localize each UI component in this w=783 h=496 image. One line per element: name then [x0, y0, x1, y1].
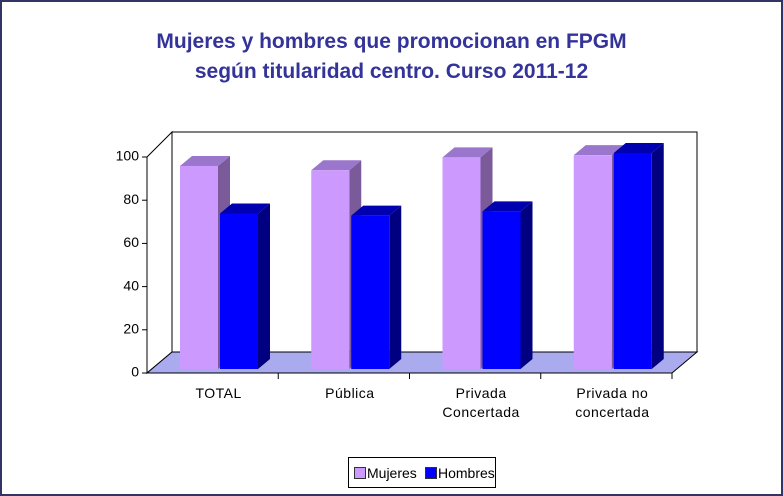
- bar: [613, 153, 652, 369]
- y-tick-label: 100: [116, 148, 140, 164]
- chart-title: Mujeres y hombres que promocionan en FPG…: [156, 30, 627, 53]
- x-tick-label: TOTAL: [195, 385, 242, 401]
- bar: [482, 211, 521, 369]
- bar-top: [613, 143, 664, 153]
- bar-side: [258, 203, 270, 369]
- bar-top: [482, 201, 533, 212]
- bar-top: [442, 147, 493, 158]
- x-tick-label: Pública: [325, 385, 375, 401]
- x-tick-label: Privada Concertada: [442, 385, 520, 420]
- bar-side: [389, 205, 402, 369]
- legend-label: Hombres: [438, 465, 495, 481]
- y-tick-label: 60: [123, 234, 139, 250]
- legend-label: Mujeres: [367, 465, 417, 481]
- legend: Mujeres Hombres: [348, 457, 496, 488]
- bar-top: [180, 155, 230, 166]
- chart-title: según titularidad centro. Curso 2011-12: [194, 60, 589, 83]
- bar-top: [311, 160, 362, 171]
- bar: [351, 215, 390, 369]
- y-tick-label: 40: [123, 277, 139, 293]
- bar: [573, 155, 612, 369]
- bar-side: [651, 143, 664, 369]
- bar-side: [520, 201, 533, 369]
- legend-swatch: [425, 467, 437, 479]
- floor: [145, 351, 699, 374]
- bar: [220, 213, 258, 369]
- x-tick-label: Privada no concertada: [575, 385, 650, 420]
- bar: [180, 165, 218, 369]
- bar: [442, 157, 481, 369]
- y-tick-label: 0: [131, 364, 139, 380]
- bar-top: [351, 205, 402, 216]
- legend-swatch: [354, 467, 366, 479]
- y-tick-label: 80: [123, 191, 139, 207]
- side-wall: [146, 130, 173, 375]
- bar: [311, 170, 350, 369]
- y-tick-label: 20: [123, 321, 139, 337]
- bar-top: [220, 203, 270, 214]
- bar-top: [573, 145, 624, 156]
